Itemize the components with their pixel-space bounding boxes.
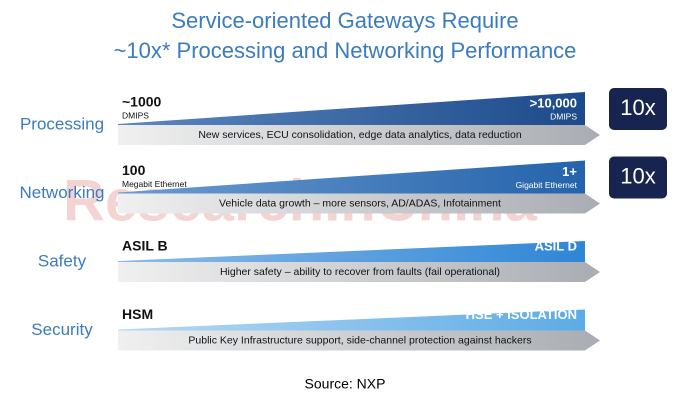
end-unit: DMIPS [550, 111, 577, 121]
badge [609, 88, 667, 130]
wedge [118, 92, 585, 125]
row-label: Safety [38, 251, 87, 270]
start-value: ASIL B [122, 238, 168, 254]
row-label: Security [31, 320, 93, 339]
description: Vehicle data growth – more sensors, AD/A… [219, 197, 501, 209]
end-value: >10,000 [530, 95, 577, 110]
start-value: ~1000 [122, 94, 162, 110]
description: Higher safety – ability to recover from … [220, 266, 500, 278]
title-line: Service-oriented Gateways Require [171, 8, 518, 33]
description: Public Key Infrastructure support, side-… [188, 334, 531, 346]
start-value: 100 [122, 162, 146, 178]
end-value: HSE + ISOLATION [466, 307, 577, 322]
badge-text: 10x [620, 163, 655, 188]
gray-strip [118, 193, 600, 214]
start-value: HSM [122, 306, 153, 322]
description: New services, ECU consolidation, edge da… [198, 129, 522, 141]
gray-strip [118, 262, 600, 282]
wedge [118, 241, 585, 262]
gray-strip [118, 330, 600, 351]
start-unit: DMIPS [122, 110, 149, 120]
end-value: 1+ [562, 164, 577, 179]
badge [609, 156, 667, 199]
gray-strip [118, 125, 600, 145]
end-value: ASIL D [535, 238, 577, 253]
title-line: ~10x* Processing and Networking Performa… [114, 38, 577, 63]
wedge [118, 160, 585, 194]
source: Source: NXP [305, 376, 386, 392]
row-label: Networking [19, 183, 104, 202]
start-unit: Megabit Ethernet [122, 179, 187, 189]
badge-text: 10x [620, 95, 655, 120]
wedge [118, 309, 585, 331]
row-label: Processing [20, 114, 104, 133]
end-unit: Gigabit Ethernet [516, 180, 578, 190]
